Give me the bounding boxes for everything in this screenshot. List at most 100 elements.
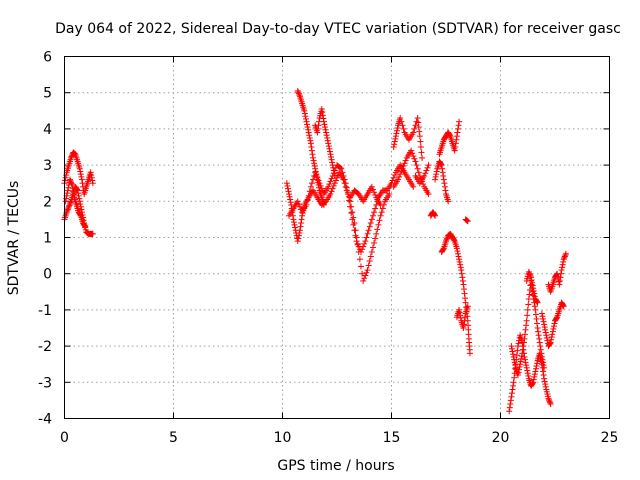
data-point: [287, 196, 294, 203]
data-point: [327, 151, 334, 158]
data-point: [319, 112, 326, 119]
data-point: [353, 234, 360, 241]
data-point: [75, 192, 82, 199]
data-point: [541, 321, 548, 328]
x-tick-label: 0: [60, 430, 69, 446]
data-point: [525, 372, 532, 379]
data-point: [283, 180, 290, 187]
data-point: [537, 343, 544, 350]
data-point: [290, 216, 297, 223]
y-tick-label: -2: [38, 339, 52, 355]
data-point: [369, 212, 376, 219]
data-point: [442, 187, 449, 194]
data-point: [400, 163, 407, 170]
data-point: [320, 118, 327, 125]
data-point: [366, 258, 373, 265]
data-point: [350, 214, 357, 221]
y-tick-label: -3: [38, 375, 52, 391]
data-point: [510, 382, 517, 389]
data-point: [410, 129, 417, 136]
data-point: [444, 235, 451, 242]
data-point: [307, 183, 314, 190]
data-point: [294, 87, 301, 94]
data-point: [400, 125, 407, 132]
data-point: [547, 340, 554, 347]
data-point: [542, 329, 549, 336]
data-point: [315, 122, 322, 129]
y-tick-label: 6: [43, 50, 52, 66]
data-point: [326, 181, 333, 188]
data-point: [521, 335, 528, 342]
data-point: [533, 315, 540, 322]
data-point: [541, 378, 548, 385]
data-point: [416, 133, 423, 140]
data-point: [510, 351, 517, 358]
data-point: [330, 167, 337, 174]
data-point: [310, 157, 317, 164]
data-point: [414, 165, 421, 172]
data-point: [306, 134, 313, 141]
data-point: [541, 375, 548, 382]
data-point: [536, 339, 543, 346]
data-point: [286, 191, 293, 198]
data-point: [391, 172, 398, 179]
data-point: [454, 125, 461, 132]
data-point: [65, 203, 72, 210]
plot-frame: [64, 56, 610, 419]
data-point: [539, 356, 546, 363]
data-point: [324, 137, 331, 144]
data-point: [312, 165, 319, 172]
data-point: [325, 183, 332, 190]
data-point: [305, 192, 312, 199]
data-point: [548, 336, 555, 343]
data-point: [89, 177, 96, 184]
data-point: [543, 334, 550, 341]
data-point: [302, 113, 309, 120]
data-point: [64, 206, 71, 213]
data-point: [314, 176, 321, 183]
data-point: [398, 168, 405, 175]
data-point: [328, 188, 335, 195]
data-point: [305, 126, 312, 133]
data-point: [550, 325, 557, 332]
data-point: [532, 311, 539, 318]
data-point: [516, 363, 523, 370]
data-point: [522, 331, 529, 338]
data-point: [393, 127, 400, 134]
data-point: [455, 122, 462, 129]
data-point: [532, 306, 539, 313]
data-point: [307, 137, 314, 144]
data-point: [77, 171, 84, 178]
data-point: [74, 187, 81, 194]
data-point: [362, 272, 369, 279]
data-point: [362, 238, 369, 245]
data-point: [77, 211, 84, 218]
data-point: [365, 262, 372, 269]
data-point: [460, 321, 467, 328]
data-point: [390, 174, 397, 181]
data-point: [297, 223, 304, 230]
data-point: [331, 172, 338, 179]
data-point: [352, 227, 359, 234]
data-point: [530, 379, 537, 386]
data-point: [82, 223, 89, 230]
data-point: [440, 246, 447, 253]
data-point: [440, 176, 447, 183]
data-point: [443, 236, 450, 243]
data-point: [314, 179, 321, 186]
data-point: [304, 121, 311, 128]
data-point: [70, 191, 77, 198]
data-point: [554, 273, 561, 280]
data-point: [424, 164, 431, 171]
data-point: [456, 118, 463, 125]
data-point: [459, 274, 466, 281]
data-point: [464, 303, 471, 310]
data-point: [453, 245, 460, 252]
data-point: [548, 334, 555, 341]
data-point: [415, 169, 422, 176]
data-point: [551, 320, 558, 327]
data-point: [377, 212, 384, 219]
data-point: [376, 217, 383, 224]
data-point: [509, 348, 516, 355]
